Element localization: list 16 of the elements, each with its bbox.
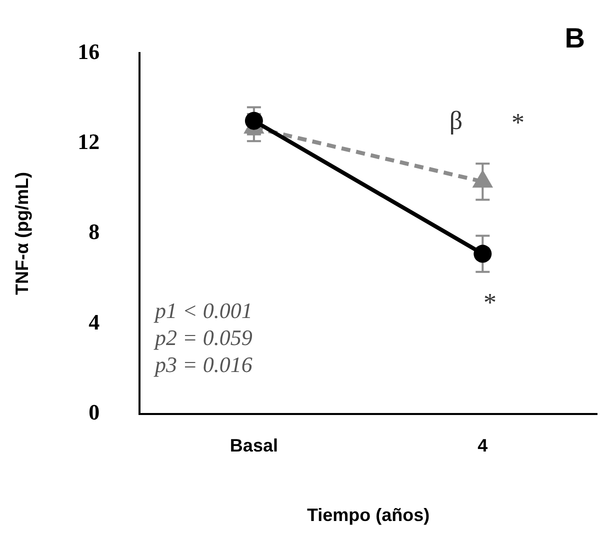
point	[474, 244, 492, 263]
annotation: *	[484, 288, 496, 317]
y-axis-title: TNF-α (pg/mL)	[12, 172, 32, 296]
y-tick-label: 16	[78, 38, 100, 64]
annotation: p2 = 0.059	[153, 324, 252, 350]
annotation: β	[449, 106, 463, 135]
x-axis-title: Tiempo (años)	[306, 505, 430, 526]
annotation: p1 < 0.001	[153, 298, 252, 323]
chart-title: B	[564, 22, 585, 54]
y-tick-label: 0	[88, 399, 100, 424]
annotation: p3 = 0.016	[153, 352, 252, 377]
x-tick-label: Basal	[230, 436, 278, 456]
y-tick-label: 12	[78, 129, 100, 154]
annotation: *	[512, 108, 524, 137]
y-tick-label: 4	[88, 309, 100, 334]
y-tick-label: 8	[88, 219, 100, 244]
